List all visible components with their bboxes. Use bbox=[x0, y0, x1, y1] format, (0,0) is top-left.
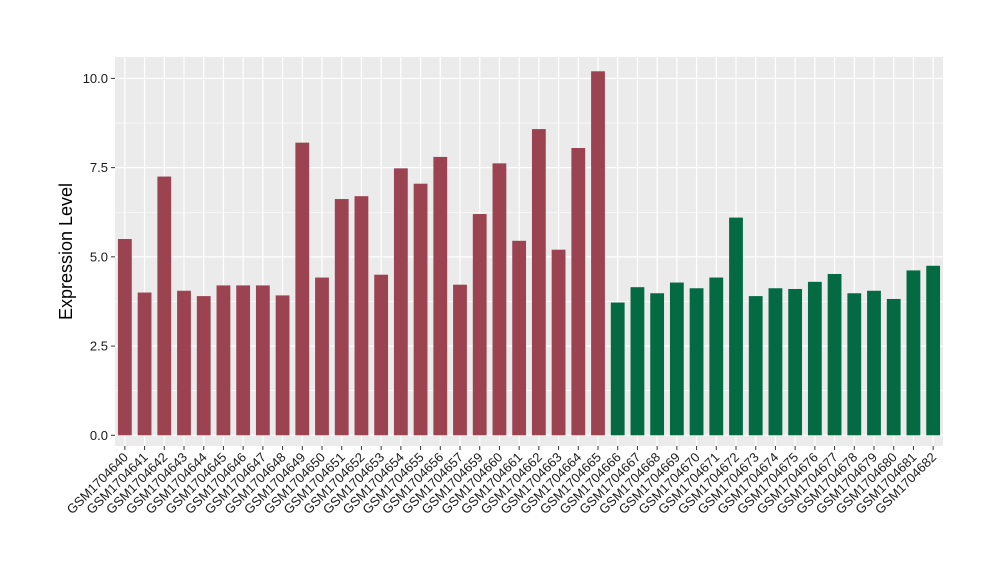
bar bbox=[610, 302, 625, 436]
y-tick-label: 2.5 bbox=[90, 339, 108, 354]
bar bbox=[413, 183, 428, 436]
bar bbox=[453, 284, 467, 436]
bars bbox=[117, 71, 941, 436]
bar bbox=[630, 287, 645, 436]
minor-gridlines bbox=[115, 122, 943, 391]
bar bbox=[374, 274, 389, 436]
bar bbox=[472, 214, 487, 436]
bar bbox=[295, 142, 310, 436]
bar bbox=[433, 156, 448, 436]
y-tick-label: 7.5 bbox=[90, 160, 108, 175]
y-axis: 0.0 2.5 5.0 7.5 10.0 bbox=[83, 71, 115, 443]
bar bbox=[196, 296, 211, 436]
bar bbox=[729, 217, 743, 436]
bar bbox=[492, 163, 507, 436]
bar bbox=[551, 249, 566, 436]
bar bbox=[827, 273, 842, 436]
bar bbox=[255, 285, 270, 436]
bar bbox=[334, 199, 349, 436]
y-tick-label: 5.0 bbox=[90, 249, 108, 264]
bar bbox=[807, 281, 822, 436]
bar bbox=[393, 168, 408, 436]
bar bbox=[906, 270, 921, 436]
bar bbox=[117, 239, 132, 436]
y-axis-title: Expression Level bbox=[56, 183, 76, 320]
bar bbox=[315, 277, 329, 436]
bar bbox=[531, 129, 546, 436]
bar bbox=[354, 196, 369, 436]
bar bbox=[867, 290, 881, 436]
bar bbox=[216, 285, 231, 436]
bar bbox=[275, 295, 290, 436]
bar bbox=[788, 288, 803, 436]
bar bbox=[157, 176, 172, 436]
bar bbox=[177, 290, 191, 436]
bar bbox=[650, 293, 665, 436]
bar bbox=[512, 240, 527, 436]
bar bbox=[768, 288, 783, 436]
bar bbox=[669, 282, 684, 436]
bar bbox=[591, 71, 605, 436]
y-tick-label: 0.0 bbox=[90, 428, 108, 443]
x-axis: GSM1704640GSM1704641GSM1704642GSM1704643… bbox=[64, 446, 939, 517]
bar bbox=[748, 296, 763, 436]
plot-panel bbox=[115, 57, 943, 446]
y-tick-label: 10.0 bbox=[83, 71, 108, 86]
bar bbox=[847, 293, 862, 436]
bar bbox=[571, 148, 586, 436]
bar bbox=[886, 298, 901, 436]
bar bbox=[709, 277, 724, 436]
bar bbox=[689, 288, 704, 436]
bar bbox=[236, 285, 251, 436]
bar bbox=[137, 292, 152, 436]
bar bbox=[926, 265, 941, 436]
